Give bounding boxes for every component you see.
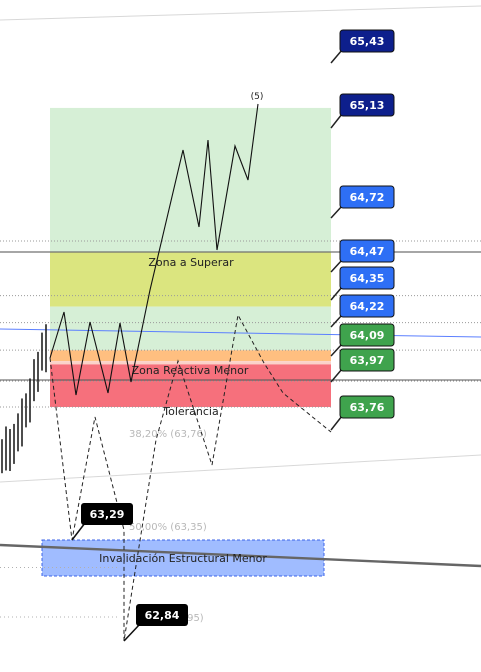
- fib-label: ( 95): [180, 613, 204, 624]
- zone-label-invalidacion: Invalidación Estructural Menor: [99, 552, 267, 565]
- price-tag-label: 65,43: [350, 35, 385, 48]
- background-diagonal-line: [0, 454, 481, 483]
- trendline: [0, 328, 481, 338]
- price-tag-pointer: [330, 49, 343, 64]
- price-tag-pointer: [330, 259, 343, 273]
- price-tag-label: 64,35: [350, 272, 385, 285]
- price-tag[interactable]: [339, 29, 395, 53]
- price-tag[interactable]: [339, 239, 395, 263]
- zone-label-zona-reactiva-menor: Zona Reactiva Menor: [132, 364, 249, 377]
- price-tag-pointer: [330, 368, 343, 383]
- fib-label: 50,00% (63,35): [129, 522, 207, 533]
- price-tag-label: 64,09: [350, 329, 385, 342]
- zone-zona-reactiva-menor[interactable]: [50, 350, 331, 362]
- price-tag-label: 63,76: [350, 401, 385, 414]
- zone-zona-a-superar[interactable]: [50, 252, 331, 307]
- price-tag[interactable]: [339, 93, 395, 117]
- zone-label-tolerancia: Tolerancia: [162, 405, 218, 418]
- price-tag[interactable]: [339, 395, 395, 419]
- black-tag-pointer: [71, 522, 86, 541]
- price-tag-pointer: [330, 343, 343, 357]
- dashed-path: [49, 313, 332, 642]
- price-tag-label: 63,97: [350, 354, 385, 367]
- price-tag[interactable]: [339, 185, 395, 209]
- price-tag-pointer: [330, 286, 343, 301]
- zone-zona-soporte[interactable]: [50, 306, 331, 351]
- black-tag-pointer: [123, 623, 141, 642]
- price-tag-label: 65,13: [350, 99, 385, 112]
- black-price-tag[interactable]: [81, 503, 133, 525]
- black-price-tag-label: 63,29: [90, 508, 125, 521]
- fib-label: 38,20% (63,76): [129, 429, 207, 440]
- price-tag-label: 64,22: [350, 300, 385, 313]
- channel-line: [0, 543, 481, 568]
- black-price-tag-label: 62,84: [145, 609, 180, 622]
- price-tag[interactable]: [339, 323, 395, 347]
- price-tag[interactable]: [339, 348, 395, 372]
- zone-banda[interactable]: [50, 361, 331, 365]
- price-tag-pointer: [330, 415, 343, 431]
- price-tag-pointer: [330, 205, 343, 219]
- price-tag[interactable]: [339, 266, 395, 290]
- background-diagonal-line: [0, 5, 481, 21]
- price-tag-pointer: [330, 113, 343, 129]
- black-price-tag[interactable]: [136, 604, 188, 626]
- zone-label-zona-a-superar: Zona a Superar: [148, 256, 234, 269]
- price-tag-label: 64,47: [350, 245, 385, 258]
- price-tag-pointer: [330, 314, 343, 328]
- projection-path: [49, 103, 259, 396]
- zone-zona-de-objetivo[interactable]: [50, 107, 331, 252]
- price-tag-label: 64,72: [350, 191, 385, 204]
- wave-label: (5): [251, 92, 264, 102]
- price-tag[interactable]: [339, 294, 395, 318]
